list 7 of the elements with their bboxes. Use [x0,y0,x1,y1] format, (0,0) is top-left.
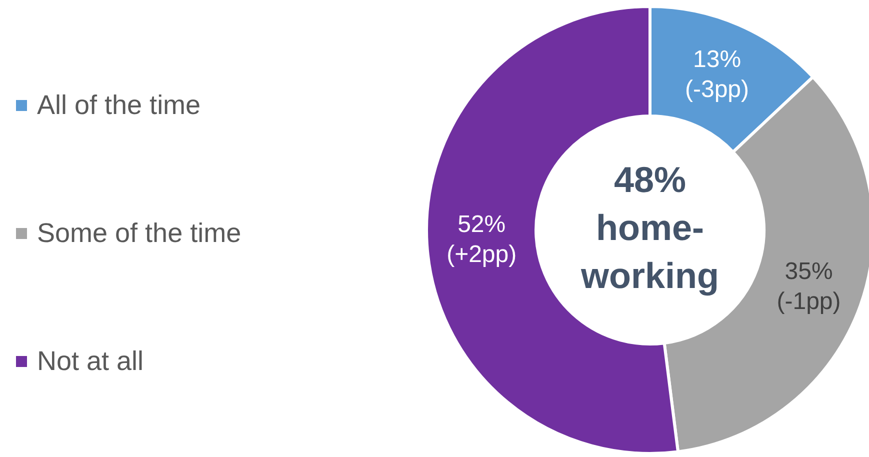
data-label: 13% (-3pp) [685,46,750,103]
legend-label: Not at all [37,346,144,377]
legend-label: All of the time [37,90,201,121]
legend-label: Some of the time [37,218,242,249]
data-label: 52% (+2pp) [446,211,517,268]
data-label: 35% (-1pp) [776,258,841,315]
text: 48% home- working [580,158,720,296]
